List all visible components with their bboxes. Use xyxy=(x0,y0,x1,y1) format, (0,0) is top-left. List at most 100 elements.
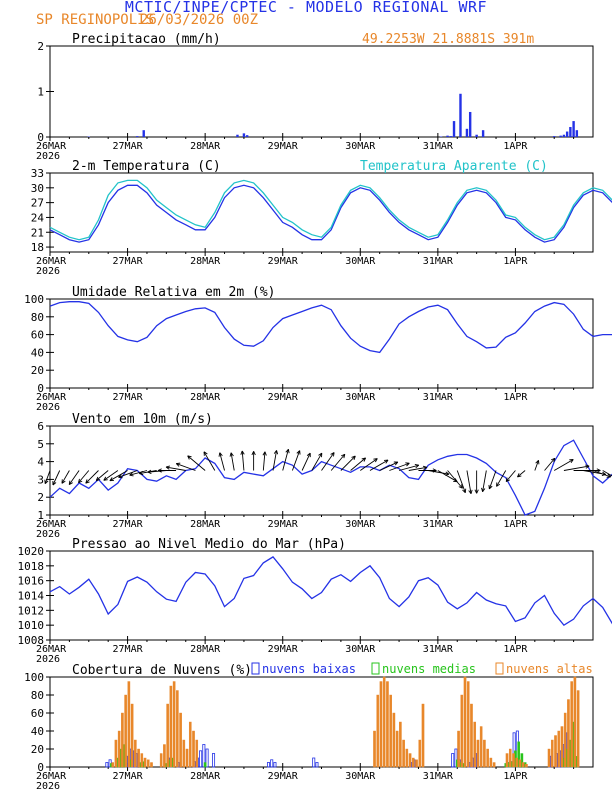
wind-vector-head xyxy=(230,452,234,457)
cloud-bar-orange xyxy=(130,703,134,768)
y-tick-label: 2 xyxy=(37,40,44,53)
precip-bar xyxy=(245,135,249,137)
wind-vector-head xyxy=(52,482,57,486)
x-tick-label: 1APR xyxy=(503,644,528,655)
cloud-bar-orange xyxy=(570,681,573,768)
wind-vector-head xyxy=(276,450,279,455)
wind-vector-head xyxy=(273,450,277,454)
wind-vector xyxy=(85,470,99,484)
cloud-bar-orange xyxy=(134,739,137,768)
wind-vector-head xyxy=(61,480,66,484)
cloud-bar-orange xyxy=(550,739,554,768)
x-tick-label: 28MAR xyxy=(190,392,221,403)
wind-vector xyxy=(44,470,51,484)
x-tick-label: 1APR xyxy=(503,141,528,152)
x-tick-label: 26MAR xyxy=(36,771,67,782)
precip-bar xyxy=(468,111,472,137)
wind-vector xyxy=(447,470,463,489)
wind-vector-head xyxy=(482,488,486,493)
x-tick-label: 29MAR xyxy=(268,519,299,530)
wind-vector-head xyxy=(374,458,378,463)
cloud-bar-orange xyxy=(127,681,131,768)
wind-vector-head xyxy=(330,452,335,455)
y-tick-label: 1020 xyxy=(18,545,45,558)
wind-vector-head xyxy=(553,458,556,463)
cloud-bar-orange xyxy=(179,712,182,768)
y-tick-label: 1014 xyxy=(18,590,45,603)
cloud-bar-orange xyxy=(124,694,127,768)
cloud-bar-orange xyxy=(140,753,144,768)
cloud-bar-orange xyxy=(518,759,522,768)
wind-vector-head xyxy=(287,449,290,454)
x-tick-label: 26MAR xyxy=(36,256,67,267)
wind-vector-head xyxy=(458,486,463,489)
wind-vector xyxy=(330,453,346,471)
x-tick-label: 29MAR xyxy=(268,256,299,267)
wind-vector xyxy=(369,459,389,471)
panel-clouds: 0 20 40 60 80 100 26MAR 27MAR 28MAR 29MAR 30MAR 31M… xyxy=(24,662,594,792)
precip-bar xyxy=(553,136,556,137)
cloud-bar-orange xyxy=(111,762,115,768)
cloud-bar-blue xyxy=(199,750,203,768)
wind-vector-head xyxy=(432,468,437,471)
cloud-bar-orange xyxy=(470,703,473,768)
x-tick-label: 30MAR xyxy=(345,644,376,655)
wind-vector-head xyxy=(414,464,419,466)
x-tick-label: 28MAR xyxy=(190,771,221,782)
year-label: 2026 xyxy=(36,151,60,162)
y-tick-label: 18 xyxy=(31,241,44,254)
legend-label-1: nuvens medias xyxy=(382,662,476,676)
x-tick-label: 28MAR xyxy=(190,141,221,152)
wind-vector-head xyxy=(406,462,410,467)
panel-title: Precipitacao (mm/h) xyxy=(72,32,221,47)
wind-vector-head xyxy=(129,474,134,477)
x-tick-label: 27MAR xyxy=(113,644,144,655)
wind-vector-head xyxy=(422,465,428,468)
wind-vector-head xyxy=(461,484,463,489)
wind-vector xyxy=(61,470,70,484)
cloud-bar-orange xyxy=(166,703,169,768)
wind-vector-head xyxy=(85,481,90,484)
wind-vector-head xyxy=(147,471,152,474)
x-tick-label: 1APR xyxy=(503,771,528,782)
x-tick-label: 29MAR xyxy=(268,392,299,403)
cloud-bar-orange xyxy=(563,712,567,768)
wind-vector-head xyxy=(517,473,520,478)
cloud-bar-orange xyxy=(392,712,396,768)
wind-vector-head xyxy=(474,489,478,494)
wind-vector-head xyxy=(139,470,143,474)
year-label: 2026 xyxy=(36,654,60,665)
wind-vector-head xyxy=(203,451,208,455)
x-tick-label: 30MAR xyxy=(345,141,376,152)
wind-vector-head xyxy=(476,489,479,494)
wind-vector-head xyxy=(361,457,366,460)
wind-vector-head xyxy=(187,455,190,460)
series-line-blue xyxy=(49,184,612,243)
wind-vector-head xyxy=(415,464,420,469)
precip-bar xyxy=(236,134,239,137)
precip-bar xyxy=(559,135,562,137)
precip-bar xyxy=(242,133,246,137)
cloud-bar-orange xyxy=(547,748,551,768)
wind-vector-head xyxy=(340,453,346,457)
y-tick-label: 1012 xyxy=(18,604,45,617)
wind-vector-head xyxy=(607,473,611,478)
wind-vector-head xyxy=(44,480,49,484)
wind-vector xyxy=(78,470,90,484)
cloud-bar-orange xyxy=(395,730,399,768)
cloud-bar-orange xyxy=(137,748,140,768)
cloud-bar-blue xyxy=(315,762,319,768)
cloud-bar-orange xyxy=(554,735,557,768)
wind-vector-head xyxy=(468,490,472,495)
precip-bar xyxy=(459,93,462,137)
cloud-bar-orange xyxy=(567,699,570,768)
cloud-bar-orange xyxy=(489,757,493,768)
cloud-bar-orange xyxy=(560,726,564,768)
x-tick-label: 30MAR xyxy=(345,256,376,267)
x-tick-label: 27MAR xyxy=(113,141,144,152)
wind-vector-head xyxy=(596,468,601,471)
cloud-bar-orange xyxy=(389,694,392,768)
cloud-bar-orange xyxy=(159,753,163,768)
cloud-bar-orange xyxy=(466,681,470,768)
wind-vector-head xyxy=(103,476,107,481)
